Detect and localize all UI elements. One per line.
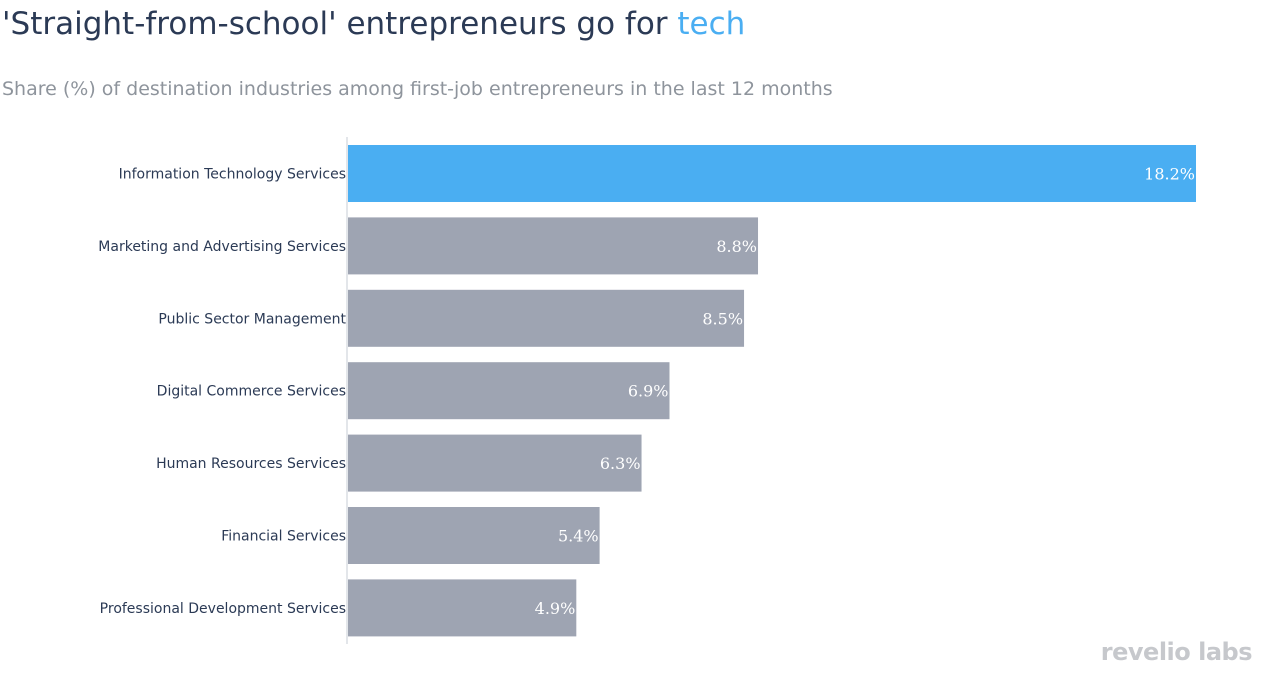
title-highlight: tech [677, 6, 746, 42]
bar-public-sector-management [348, 289, 745, 347]
value-label-human-resources-services: 6.3% [600, 454, 641, 473]
bar-human-resources-services [348, 434, 642, 492]
category-label-information-technology-services: Information Technology Services [119, 167, 346, 183]
bar-information-technology-services [348, 145, 1196, 202]
bar-financial-services [348, 507, 600, 564]
category-label-human-resources-services: Human Resources Services [156, 456, 346, 472]
value-label-digital-commerce-services: 6.9% [628, 382, 669, 401]
chart-subtitle: Share (%) of destination industries amon… [2, 78, 833, 100]
bars-group: Information Technology Services 18.2% Mark… [98, 145, 1196, 637]
category-label-public-sector-management: Public Sector Management [158, 311, 346, 327]
bar-marketing-and-advertising-services [348, 217, 759, 275]
title-main: 'Straight-from-school' entrepreneurs go … [2, 6, 678, 42]
category-label-professional-development-services: Professional Development Services [100, 601, 346, 617]
revelio-labs-logo: revelio labs [1100, 638, 1253, 666]
value-label-financial-services: 5.4% [558, 527, 599, 546]
value-label-professional-development-services: 4.9% [535, 599, 576, 618]
bar-digital-commerce-services [348, 362, 670, 420]
category-label-digital-commerce-services: Digital Commerce Services [157, 384, 346, 400]
value-label-information-technology-services: 18.2% [1144, 165, 1195, 184]
chart-title: 'Straight-from-school' entrepreneurs go … [2, 6, 745, 42]
category-label-marketing-and-advertising-services: Marketing and Advertising Services [98, 239, 346, 255]
value-label-marketing-and-advertising-services: 8.8% [716, 237, 757, 256]
value-label-public-sector-management: 8.5% [702, 309, 743, 328]
category-label-financial-services: Financial Services [221, 529, 346, 545]
bar-professional-development-services [348, 579, 577, 637]
